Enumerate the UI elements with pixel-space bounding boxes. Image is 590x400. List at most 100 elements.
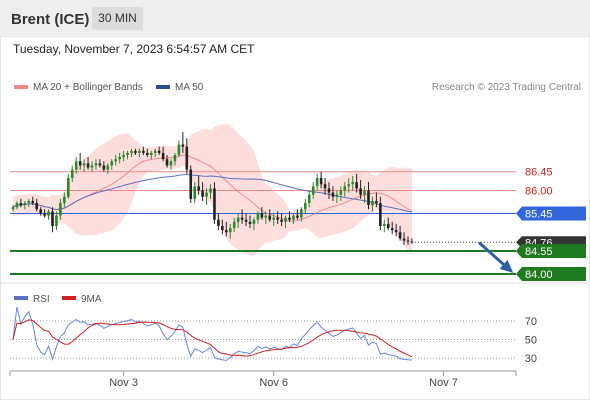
candle-body [244, 219, 248, 222]
rsi-tick-70: 70 [525, 316, 537, 328]
x-axis-label: Nov 3 [109, 377, 138, 389]
header-bar: Brent (ICE) 30 MIN [0, 0, 590, 36]
candle-body [331, 192, 335, 197]
candle-body [379, 203, 382, 226]
candle-body [90, 165, 94, 168]
candle-body [327, 188, 331, 193]
candle-body [15, 203, 19, 208]
candle-body [19, 203, 23, 206]
timeframe-button[interactable]: 30 MIN [92, 7, 143, 30]
candle-body [402, 238, 406, 241]
candle-body [185, 146, 189, 170]
candle-body [35, 203, 38, 210]
candle-body [311, 186, 315, 195]
candle-body [74, 161, 78, 170]
ma20-legend-swatch [14, 85, 28, 89]
candle-body [355, 182, 358, 189]
candle-body [142, 150, 145, 153]
candle-body [39, 209, 42, 214]
candle-body [276, 217, 279, 220]
candle-body [363, 190, 366, 195]
candle-body [371, 200, 374, 206]
candle-body [296, 215, 299, 218]
candle-body [213, 188, 216, 220]
candle-body [59, 203, 62, 216]
candle-body [225, 230, 228, 233]
ma9-legend-swatch [62, 296, 76, 300]
candle-body [102, 165, 106, 170]
candle-body [55, 215, 58, 226]
candle-body [323, 184, 327, 189]
candle-body [264, 215, 268, 218]
candle-body [268, 215, 272, 220]
candle-body [307, 194, 311, 204]
candle-body [67, 177, 70, 197]
candle-body [232, 221, 236, 229]
candle-body [173, 155, 177, 162]
candle-body [398, 232, 402, 239]
candle-body [205, 192, 208, 197]
candle-body [161, 152, 165, 160]
level-tag-text-84.00: 84.00 [525, 269, 553, 281]
candle-body [122, 155, 125, 158]
timestamp: Tuesday, November 7, 2023 6:54:57 AM CET [13, 42, 255, 56]
candle-body [406, 240, 410, 242]
rsi-tick-30: 30 [525, 353, 537, 365]
ma50-legend-label: MA 50 [175, 82, 204, 93]
candle-body [11, 207, 15, 210]
candle-body [228, 228, 232, 233]
level-tag-text-85.45: 85.45 [525, 208, 553, 220]
candle-body [240, 217, 244, 220]
ma50-legend-swatch [156, 85, 170, 89]
candle-body [146, 152, 149, 156]
level-tag-front [516, 244, 586, 259]
rsi-tick-50: 50 [525, 335, 537, 347]
level-label-86.00: 86.00 [525, 185, 553, 197]
candle-body [169, 161, 173, 166]
rsi-line [12, 306, 413, 362]
candle-body [351, 182, 354, 185]
candle-body [319, 177, 323, 185]
candle-body [197, 186, 200, 191]
candle-body [51, 211, 54, 226]
candle-body [138, 150, 141, 153]
candle-body [347, 184, 351, 187]
level-label-86.45: 86.45 [525, 167, 553, 179]
forecast-arrow-head [499, 259, 514, 273]
candle-body [130, 150, 133, 153]
candle-body [189, 169, 193, 199]
bollinger-band-area [13, 123, 412, 256]
candle-body [252, 219, 256, 224]
candle-body [343, 186, 347, 191]
x-axis-label: Nov 7 [429, 377, 458, 389]
candle-body [134, 150, 137, 153]
rsi-ma9-line [12, 319, 413, 358]
candle-body [280, 219, 283, 222]
candle-body [292, 215, 295, 220]
rsi-legend-swatch [14, 296, 28, 300]
candle-body [335, 194, 339, 197]
level-tag-85.45 [516, 206, 586, 221]
candle-body [386, 223, 390, 229]
candle-body [94, 163, 98, 166]
candle-body [27, 200, 31, 204]
candle-body [31, 200, 35, 204]
candle-body [177, 144, 181, 156]
candle-body [110, 161, 114, 166]
candle-body [157, 150, 161, 153]
candle-body [98, 163, 102, 166]
rsi-panel: 70 50 30 [10, 306, 537, 365]
ma20-legend-label: MA 20 + Bollinger Bands [33, 82, 143, 93]
candles [11, 132, 414, 245]
ma50-line [12, 173, 413, 213]
candle-body [106, 165, 110, 170]
candle-body [375, 200, 378, 204]
candle-body [86, 163, 90, 168]
rsi-legend-label: RSI [33, 294, 50, 305]
candle-body [359, 188, 362, 195]
level-tag-front-text: 84.55 [525, 246, 553, 258]
candle-body [82, 163, 86, 166]
candle-body [217, 219, 220, 226]
